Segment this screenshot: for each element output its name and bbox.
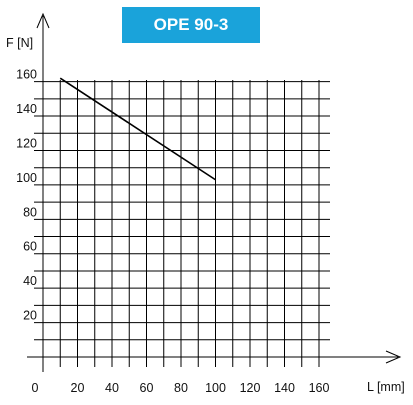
x-tick-label: 20 xyxy=(71,381,85,395)
x-tick-label: 80 xyxy=(174,381,188,395)
grid xyxy=(34,80,330,367)
x-tick-label: 0 xyxy=(32,381,39,395)
y-tick-label: 120 xyxy=(16,136,37,150)
x-tick-label: 120 xyxy=(240,381,261,395)
y-tick-label: 60 xyxy=(23,240,37,254)
y-tick-label: 140 xyxy=(16,102,37,116)
series-lines xyxy=(59,77,216,181)
y-axis-label: F [N] xyxy=(6,36,33,50)
axes xyxy=(27,12,402,372)
x-tick-label: 60 xyxy=(140,381,154,395)
x-tick-label: 40 xyxy=(105,381,119,395)
x-tick-label: 160 xyxy=(309,381,330,395)
y-tick-label: 160 xyxy=(16,68,37,82)
x-tick-label: 100 xyxy=(205,381,226,395)
series-line xyxy=(59,77,216,181)
x-axis-label: L [mm] xyxy=(367,380,405,394)
y-axis-arrow xyxy=(36,12,50,29)
tick-labels: 0 20 40 60 80 100 120 140 160 160 140 120 100 80 60 40 2… xyxy=(16,68,329,395)
y-tick-label: 20 xyxy=(23,309,37,323)
y-tick-label: 80 xyxy=(23,205,37,219)
y-tick-label: 40 xyxy=(23,274,37,288)
chart-title: OPE 90-3 xyxy=(122,7,260,43)
y-tick-label: 100 xyxy=(16,171,37,185)
x-tick-label: 140 xyxy=(274,381,295,395)
x-axis-arrow xyxy=(385,350,402,364)
